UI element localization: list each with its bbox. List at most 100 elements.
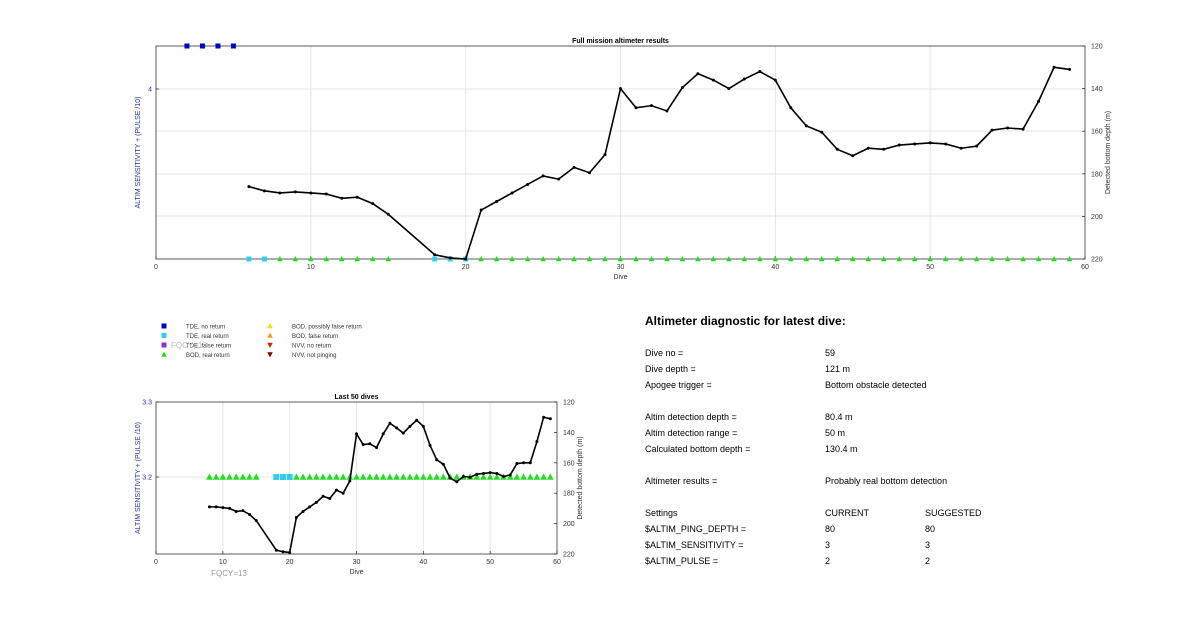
depth-point [820,130,824,134]
bod-marker [319,473,327,480]
bod-marker [834,256,841,262]
bod-marker [664,256,670,262]
bod-marker [299,473,307,480]
dive-no-value: 59 [825,348,836,358]
bod-marker [513,473,521,480]
fqcy-annotation: FQCY=13 [211,569,247,578]
depth-point [309,191,313,195]
depth-point [588,171,592,175]
bod-marker [1051,256,1057,262]
bod-marker [370,256,376,262]
legend-label: TDE, no return [186,325,225,331]
full-mission-chart: Full mission altimeter results 0 10 20 30 40 5… [135,38,1112,281]
depth-point [508,473,512,477]
tde-marker [184,43,190,49]
depth-point [541,174,545,178]
depth-point [522,461,526,465]
depth-point [324,192,328,196]
legend-marker [267,352,273,358]
depth-point [495,199,499,203]
depth-point [228,506,232,510]
legend-label: BOD, false return [292,334,338,340]
depth-point [835,147,839,151]
bod-marker [958,256,964,262]
bod-marker [333,473,340,480]
depth-point [247,185,251,189]
bod-marker [385,256,391,262]
depth-point [294,516,298,520]
y-left-tick-label: 4 [148,87,152,94]
depth-point [328,497,332,501]
legend-marker [267,332,273,338]
depth-point [619,87,622,91]
bod-marker [420,473,427,480]
bod-marker [293,473,300,480]
tde-marker [215,43,221,49]
depth-point [388,421,392,425]
depth-point [1068,67,1072,71]
bod-marker [942,256,949,262]
depth-point [557,177,561,181]
bod-marker [520,473,527,480]
depth-point [348,479,352,483]
y-right-tick-label: 200 [563,521,575,528]
bod-marker [648,256,655,262]
bod-marker [386,473,394,480]
bod-marker [1004,256,1011,262]
depth-point [866,146,870,150]
altim-depth-row: Altim detection depth = 80.4 m [645,412,1185,426]
altim-range-value: 50 m [825,428,846,438]
apogee-label: Apogee trigger = [645,380,712,390]
depth-point [804,124,808,128]
depth-point [340,196,344,200]
bod-marker [373,473,380,480]
x-tick-label: 0 [154,559,158,566]
depth-point [548,417,552,421]
bod-marker [1035,256,1042,262]
chart-title: Full mission altimeter results [572,38,669,45]
depth-point [502,474,506,478]
altim-depth-label: Altim detection depth = [645,412,737,422]
bod-marker [486,473,494,480]
depth-point [448,476,452,480]
depth-point [262,189,266,193]
altim-range-row: Altim detection range = 50 m [645,428,1185,442]
tde-marker [199,43,205,49]
y-left-axis-label: ALTIM SENSITIVITY + (PULSE /10) [135,422,142,534]
bod-marker [323,256,330,262]
bod-marker [473,473,481,480]
x-axis-label: Dive [613,274,627,281]
depth-point [634,106,638,110]
x-tick-label: 10 [219,559,227,566]
depth-point [274,548,278,552]
x-tick-label: 20 [462,264,470,271]
ping-depth-label: $ALTIM_PING_DEPTH = [645,524,747,534]
bod-marker [555,256,562,262]
bod-marker [393,473,400,480]
x-tick-label: 30 [617,264,625,271]
depth-point [401,431,405,435]
depth-point [368,442,372,446]
depth-point [680,86,684,90]
bod-marker [339,256,345,262]
depth-point [355,432,358,436]
bod-marker [212,473,220,480]
depth-point [990,128,994,132]
depth-point [481,471,485,475]
altim-range-label: Altim detection range = [645,428,738,438]
bod-marker [354,256,361,262]
depth-point [455,480,459,484]
suggested-header: SUGGESTED [925,508,982,518]
depth-point [468,475,472,479]
bod-marker [803,256,810,262]
depth-point [789,106,793,110]
altim-depth-value: 80.4 m [825,412,853,422]
bod-marker [239,473,247,480]
bod-marker [819,256,825,262]
depth-point [1021,127,1025,131]
depth-point [851,154,855,158]
bod-marker [353,473,360,480]
bod-marker [927,256,933,262]
bod-marker [453,473,461,480]
depth-point [334,488,338,492]
